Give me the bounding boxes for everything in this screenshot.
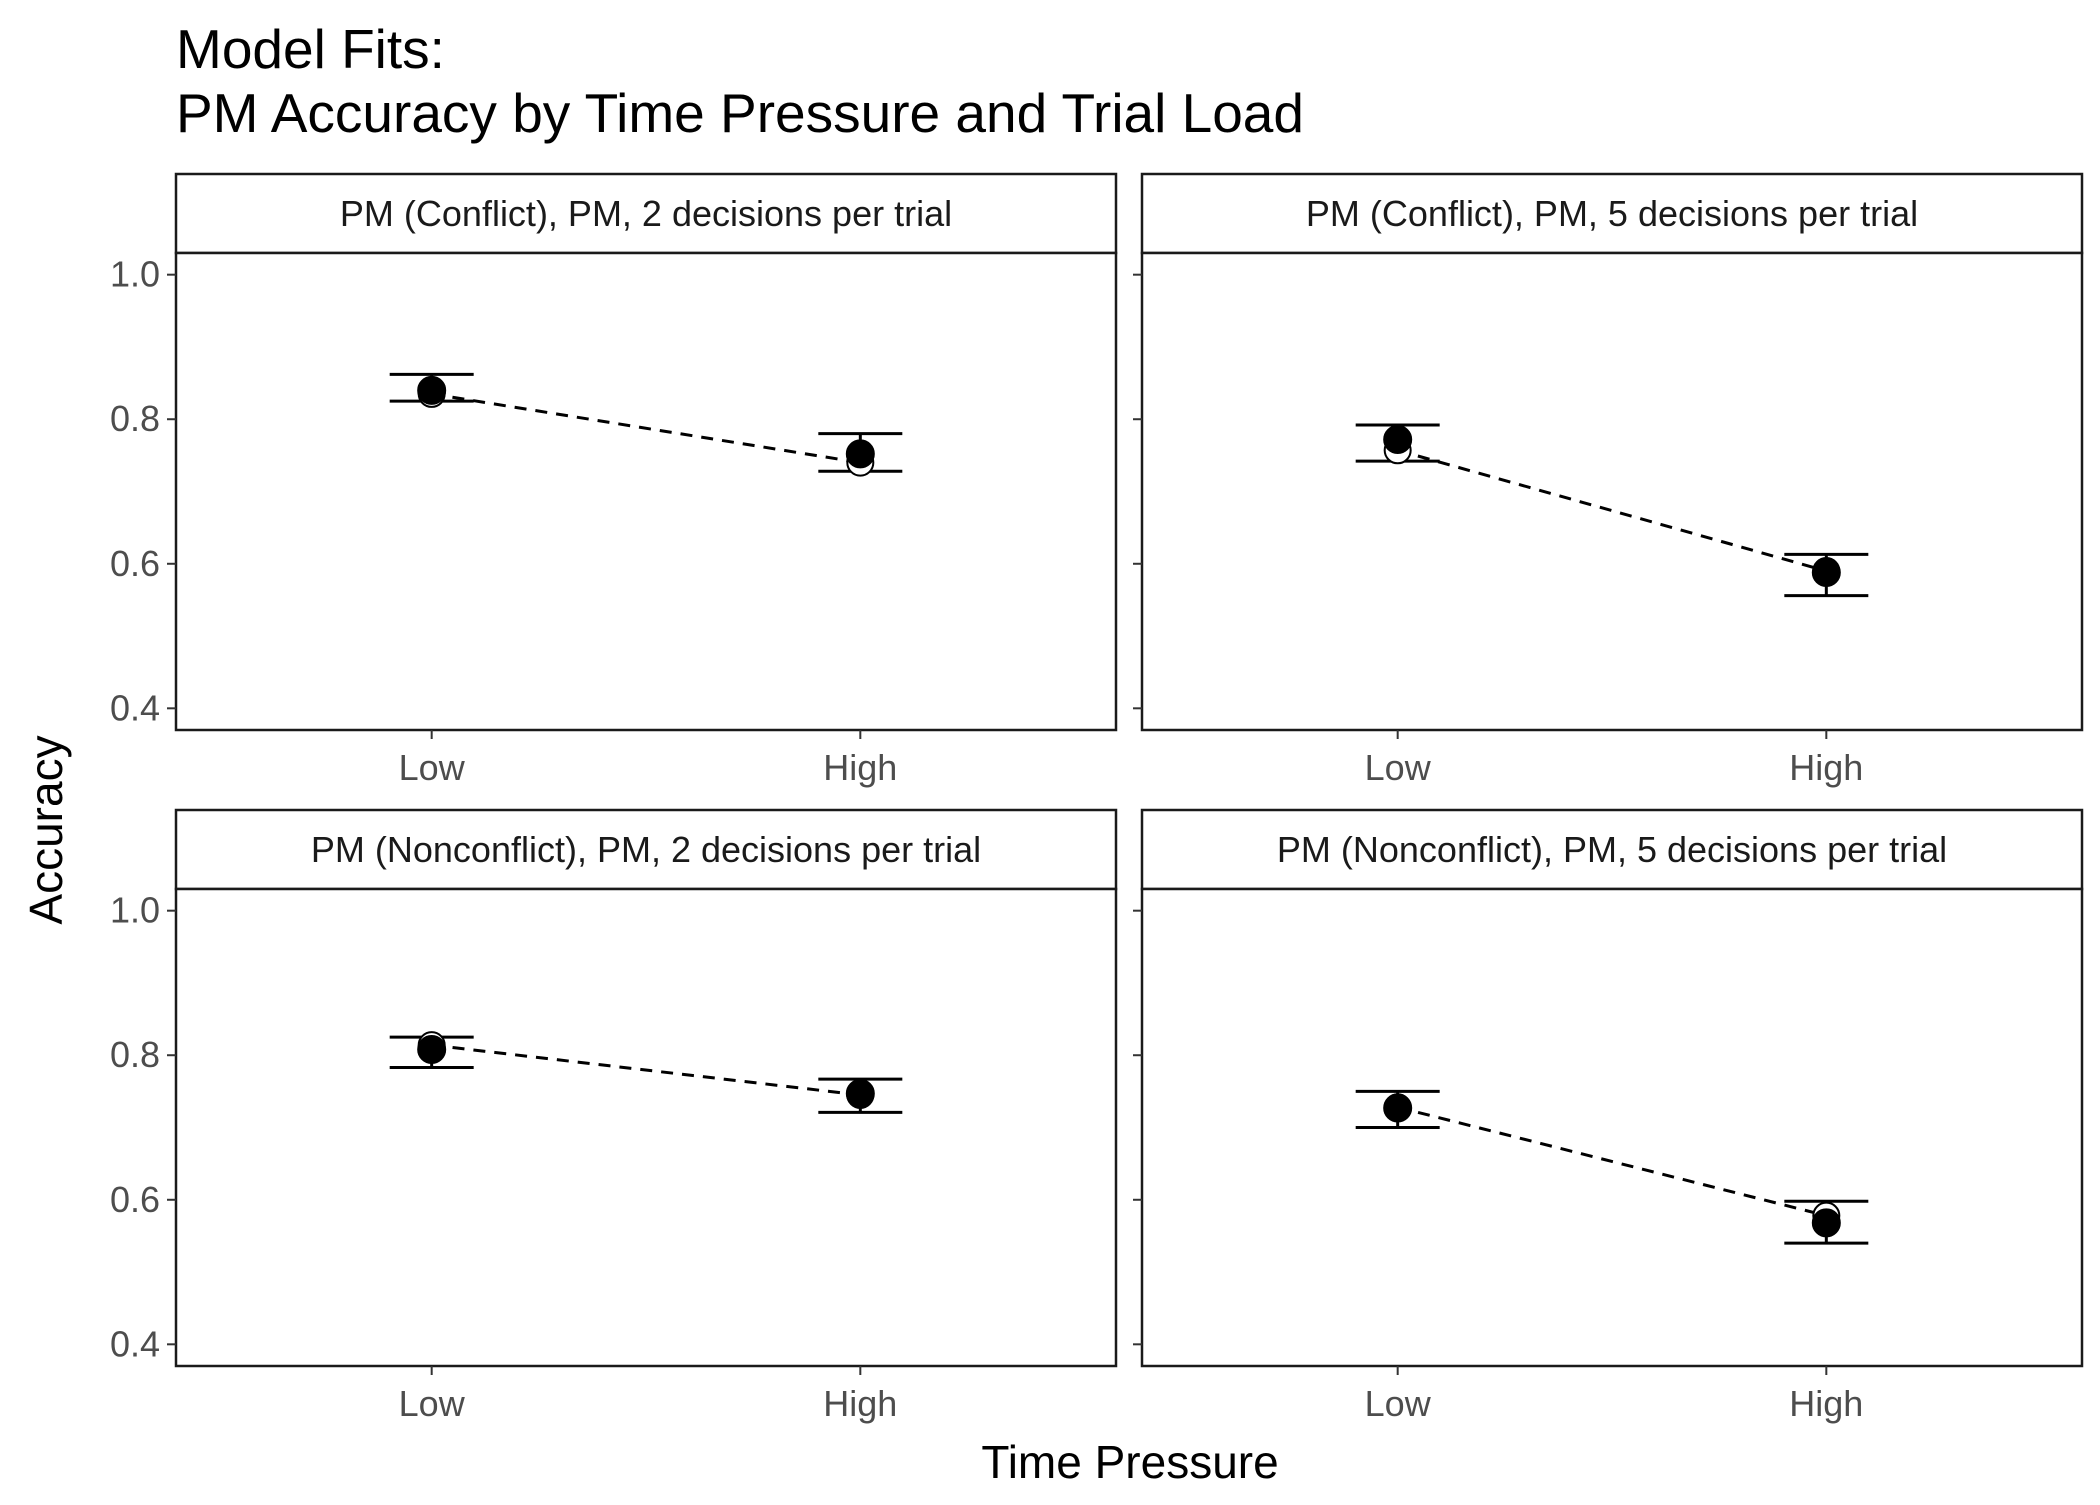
facet-strip (1140, 172, 2084, 255)
facet-strip-label: PM (Nonconflict), PM, 5 decisions per tr… (1277, 829, 1947, 870)
x-tick-label: High (1789, 747, 1863, 788)
observed-point (1811, 1208, 1841, 1238)
facet-panel-1: PM (Conflict), PM, 2 decisions per trial… (110, 172, 1118, 788)
facet-strip (1140, 808, 2084, 891)
chart-title-line-2: PM Accuracy by Time Pressure and Trial L… (176, 82, 1304, 144)
y-tick-label: 0.4 (110, 687, 160, 728)
facet-strip-label: PM (Conflict), PM, 2 decisions per trial (340, 193, 952, 234)
facet-strip-label: PM (Conflict), PM, 5 decisions per trial (1306, 193, 1918, 234)
model-fit-line (431, 392, 861, 465)
panel-frame (174, 887, 1118, 1368)
y-tick-label: 0.4 (110, 1323, 160, 1364)
x-tick-label: Low (1365, 747, 1432, 788)
y-tick-label: 0.8 (110, 398, 160, 439)
x-tick-label: Low (399, 747, 466, 788)
facet-strip (174, 172, 1118, 255)
facet-strip-label: PM (Nonconflict), PM, 2 decisions per tr… (311, 829, 981, 870)
facet-strip (174, 808, 1118, 891)
x-axis-title: Time Pressure (981, 1436, 1278, 1488)
model-fit-line (431, 1043, 861, 1097)
observed-point (417, 1034, 447, 1064)
observed-point (845, 1079, 875, 1109)
facet-panels: PM (Conflict), PM, 2 decisions per trial… (110, 172, 2084, 1424)
observed-point (417, 375, 447, 405)
y-axis-title: Accuracy (20, 735, 72, 924)
y-tick-label: 1.0 (110, 890, 160, 931)
observed-point (1383, 424, 1413, 454)
y-tick-label: 0.6 (110, 1179, 160, 1220)
observed-point (1383, 1093, 1413, 1123)
model-fit-line (1397, 1105, 1827, 1218)
panel-frame (174, 251, 1118, 732)
x-tick-label: High (1789, 1383, 1863, 1424)
y-tick-label: 1.0 (110, 254, 160, 295)
panel-frame (1140, 251, 2084, 732)
facet-panel-3: PM (Nonconflict), PM, 2 decisions per tr… (110, 808, 1118, 1424)
model-fit-line (1397, 448, 1827, 573)
x-tick-label: Low (399, 1383, 466, 1424)
observed-point (1811, 557, 1841, 587)
x-tick-label: High (823, 747, 897, 788)
y-tick-label: 0.8 (110, 1034, 160, 1075)
y-tick-label: 0.6 (110, 543, 160, 584)
chart-title-line-1: Model Fits: (176, 18, 445, 80)
x-tick-label: High (823, 1383, 897, 1424)
facet-panel-4: PM (Nonconflict), PM, 5 decisions per tr… (1133, 808, 2084, 1424)
observed-point (845, 439, 875, 469)
panel-frame (1140, 887, 2084, 1368)
x-tick-label: Low (1365, 1383, 1432, 1424)
facet-panel-2: PM (Conflict), PM, 5 decisions per trial… (1133, 172, 2084, 788)
